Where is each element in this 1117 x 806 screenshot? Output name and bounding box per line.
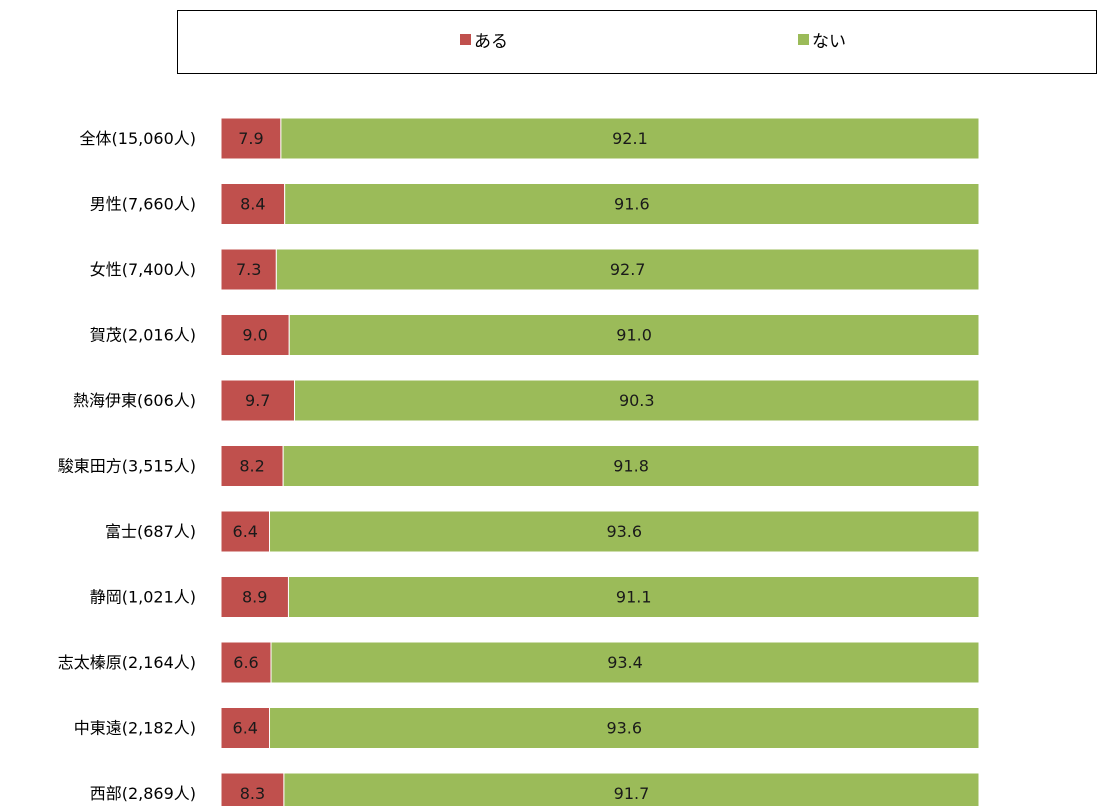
bar-segment-aru [220,248,277,291]
bar-segment-aru [220,379,296,422]
data-label-aru: 6.6 [233,653,258,672]
bar-segment-nai [294,379,980,422]
bar-segment-aru [220,117,282,160]
category-label: 西部(2,869人) [90,784,196,803]
data-label-aru: 9.7 [245,391,270,410]
legend-swatch-aru [460,34,471,45]
bar-segment-nai [280,117,980,160]
category-label: 女性(7,400人) [90,260,196,279]
category-label: 中東遠(2,182人) [74,719,196,738]
data-label-aru: 8.2 [239,457,264,476]
legend: ある ない [177,10,1097,74]
category-label: 志太榛原(2,164人) [58,653,196,672]
category-label: 駿東田方(3,515人) [58,457,196,476]
data-label-aru: 7.9 [238,129,263,148]
legend-swatch-nai [798,34,809,45]
bar-segment-aru [220,641,272,684]
data-label-aru: 8.9 [242,588,267,607]
data-label-nai: 93.4 [607,653,643,672]
data-label-aru: 8.3 [240,784,265,803]
data-label-nai: 92.7 [610,260,646,279]
legend-item-nai: ない [798,27,846,52]
bar-segment-nai [284,183,980,225]
legend-item-aru: ある [460,27,508,52]
data-label-aru: 9.0 [242,326,267,345]
legend-label-aru: ある [474,32,508,52]
data-label-nai: 91.0 [616,326,652,345]
data-label-nai: 91.1 [616,588,652,607]
bar-segment-aru [220,314,290,356]
category-label: 全体(15,060人) [80,129,196,148]
data-label-nai: 90.3 [619,391,655,410]
data-label-nai: 93.6 [606,719,642,738]
bar-segment-aru [220,183,286,225]
bar-segment-nai [282,445,980,487]
bar-segment-nai [288,314,980,356]
bar-segment-nai [287,576,980,618]
bar-segment-aru [220,510,271,553]
data-label-nai: 92.1 [612,129,648,148]
bar-segment-nai [283,772,980,806]
category-label: 賀茂(2,016人) [90,326,196,345]
category-label: 男性(7,660人) [90,195,196,214]
data-label-nai: 91.6 [614,195,650,214]
data-label-aru: 6.4 [233,719,258,738]
bar-segment-aru [220,772,285,806]
data-label-aru: 6.4 [233,522,258,541]
data-label-nai: 91.7 [614,784,650,803]
category-label: 熱海伊東(606人) [73,391,196,410]
category-label: 富士(687人) [105,522,196,541]
bar-segment-nai [269,510,980,553]
bar-segment-nai [270,641,980,684]
data-label-aru: 7.3 [236,260,261,279]
data-label-aru: 8.4 [240,195,265,214]
data-label-nai: 93.6 [606,522,642,541]
bar-segment-nai [269,707,980,749]
data-label-nai: 91.8 [613,457,649,476]
category-label: 静岡(1,021人) [90,588,196,607]
legend-label-nai: ない [812,32,846,52]
bar-segment-aru [220,707,271,749]
bar-segment-nai [275,248,980,291]
